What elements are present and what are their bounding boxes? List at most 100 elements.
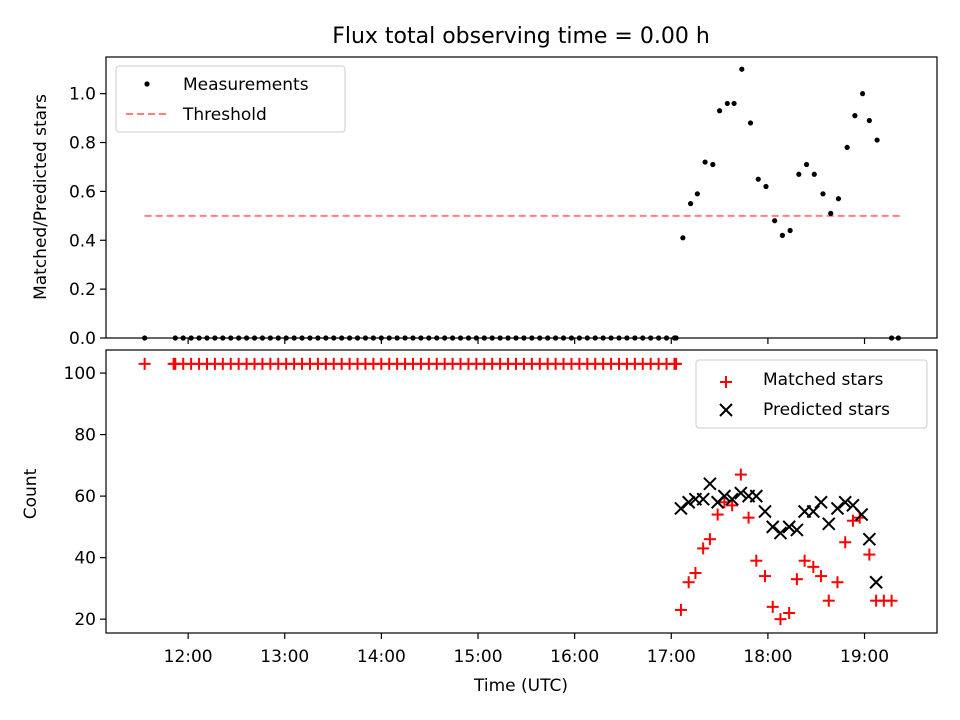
matched-star-point <box>742 511 755 524</box>
bottom-legend-box <box>695 359 928 429</box>
legend-marker-measurements <box>144 81 150 87</box>
predicted-star-point <box>862 532 877 546</box>
legend-marker-predicted <box>719 403 733 417</box>
predicted-star-point <box>838 495 852 509</box>
measurement-point <box>747 120 754 126</box>
measurement-point <box>796 171 802 177</box>
measurement-point <box>803 161 810 168</box>
matched-star-point <box>734 468 747 481</box>
measurement-point <box>835 196 842 202</box>
matched-star-point <box>750 554 763 567</box>
predicted-star-point <box>725 492 739 506</box>
matched-star-point <box>839 536 852 549</box>
measurement-point <box>866 117 872 124</box>
x-axis-label: Time (UTC) <box>473 676 568 696</box>
measurement-point <box>779 232 785 238</box>
predicted-star-point <box>782 520 796 534</box>
legend-label-threshold: Threshold <box>182 105 267 125</box>
predicted-star-point <box>734 486 748 500</box>
measurement-point <box>763 183 769 190</box>
bottom-ytick-label: 40 <box>74 549 96 569</box>
xtick-label: 13:00 <box>260 647 309 667</box>
matched-star-point <box>711 508 724 521</box>
legend-label-predicted: Predicted stars <box>763 400 890 420</box>
measurement-point <box>710 161 716 168</box>
xtick-label: 15:00 <box>454 647 503 667</box>
predicted-star-point <box>758 504 772 519</box>
matched-star-point <box>790 573 803 586</box>
predicted-star-point <box>869 575 883 589</box>
legend-marker-matched <box>720 376 732 388</box>
matched-star-point <box>674 603 687 616</box>
measurement-point <box>811 171 817 177</box>
bottom-y-axis-label: Count <box>21 468 41 519</box>
measurement-point <box>772 218 778 224</box>
xtick-label: 14:00 <box>357 647 406 667</box>
matched-star-point <box>798 554 811 567</box>
predicted-star-point <box>766 520 780 534</box>
legend-label-matched: Matched stars <box>763 370 883 390</box>
top-ytick-label: 0.2 <box>69 280 96 300</box>
matched-star-point <box>774 613 787 626</box>
matched-star-point <box>863 548 876 561</box>
matched-star-point <box>846 514 859 527</box>
measurement-point <box>694 191 700 197</box>
bottom-legend: Matched stars Predicted stars <box>695 359 928 429</box>
top-legend-box <box>115 65 346 133</box>
predicted-star-point <box>822 517 836 531</box>
measurement-point <box>755 176 761 182</box>
measurement-point <box>828 210 834 216</box>
predicted-star-point <box>703 477 717 491</box>
measurement-point <box>844 144 850 151</box>
matched-star-point <box>726 499 739 512</box>
predicted-star-point <box>749 489 764 503</box>
measurement-point <box>687 201 694 207</box>
bottom-ytick-label: 100 <box>64 364 96 384</box>
measurement-point <box>820 191 826 197</box>
bottom-panel: 20 40 60 80 100 12:00 13:00 14:00 15:00 16:00 17:… <box>21 349 938 696</box>
measurement-point <box>859 91 866 97</box>
measurement-point <box>680 235 686 241</box>
predicted-star-point <box>790 523 804 537</box>
predicted-star-point <box>696 492 710 506</box>
top-legend: Measurements Threshold <box>115 65 346 133</box>
top-ytick-label: 1.0 <box>69 85 96 105</box>
measurement-point <box>852 113 858 119</box>
matched-star-point <box>815 570 828 583</box>
xtick-label: 17:00 <box>647 647 696 667</box>
top-ytick-label: 0.4 <box>69 231 96 251</box>
matched-star-point <box>783 607 796 620</box>
measurement-point <box>702 159 708 165</box>
xtick-label: 16:00 <box>550 647 599 667</box>
top-panel: 0.0 0.2 0.4 0.6 0.8 1.0 Matched/Predicted sta… <box>31 56 938 349</box>
matched-star-point <box>759 570 772 583</box>
measurement-point <box>716 108 723 114</box>
measurement-point <box>724 100 730 107</box>
matched-star-point <box>831 576 844 589</box>
predicted-star-point <box>773 526 788 540</box>
xtick-label: 12:00 <box>164 647 213 667</box>
matched-star-point <box>138 357 151 370</box>
matched-star-point <box>697 542 710 555</box>
predicted-star-point <box>681 495 696 509</box>
bottom-ytick-label: 60 <box>74 487 96 507</box>
predicted-star-point <box>674 501 688 516</box>
matched-star-point <box>822 594 835 607</box>
bottom-ytick-label: 80 <box>74 426 96 446</box>
matched-star-point <box>885 594 898 607</box>
matched-star-point <box>703 533 716 546</box>
top-ytick-label: 0.8 <box>69 134 96 154</box>
xtick-label: 18:00 <box>743 647 792 667</box>
xtick-label: 19:00 <box>840 647 889 667</box>
bottom-axes-frame <box>105 349 938 634</box>
matched-star-point <box>689 567 702 580</box>
predicted-star-point <box>814 495 828 509</box>
matched-star-point <box>668 357 681 370</box>
matched-star-point <box>682 576 695 589</box>
predicted-star-point <box>854 507 869 522</box>
measurement-point <box>874 137 880 143</box>
legend-label-measurements: Measurements <box>183 75 309 95</box>
measurement-point <box>731 100 737 107</box>
predicted-star-point <box>806 504 821 519</box>
